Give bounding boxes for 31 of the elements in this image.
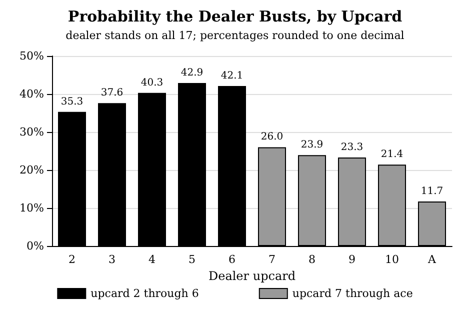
data-label: 21.4 [380, 149, 404, 160]
chart-subtitle: dealer stands on all 17; percentages rounded to one decimal [66, 29, 405, 42]
data-label: 37.6 [100, 88, 124, 99]
y-tick-label: 0% [26, 240, 44, 252]
x-tick-label: 5 [188, 253, 196, 266]
x-tick-label: 8 [308, 253, 316, 266]
data-label: 40.3 [140, 77, 164, 88]
x-tick-label: 10 [385, 253, 399, 266]
data-label: 42.9 [180, 67, 204, 78]
legend-label: upcard 2 through 6 [90, 287, 199, 300]
chart-title: Probability the Dealer Busts, by Upcard [68, 8, 403, 26]
legend-label: upcard 7 through ace [292, 287, 413, 300]
data-label: 35.3 [60, 96, 84, 108]
data-label: 23.3 [340, 142, 364, 153]
x-tick-label: 7 [268, 253, 276, 266]
data-label: 23.9 [300, 140, 324, 151]
data-label: 42.1 [220, 70, 244, 82]
data-label: 26.0 [260, 132, 284, 143]
x-tick-label: A [427, 253, 438, 266]
y-tick-label: 40% [20, 88, 44, 100]
x-axis-title: Dealer upcard [208, 269, 296, 283]
x-tick-label: 9 [348, 253, 356, 266]
x-tick-label: 3 [108, 253, 116, 266]
x-tick-label: 2 [68, 253, 76, 266]
y-tick-label: 20% [20, 164, 44, 176]
y-tick-label: 30% [20, 126, 44, 138]
y-tick-label: 50% [20, 50, 44, 62]
x-tick-label: 4 [148, 253, 156, 266]
data-label: 11.7 [420, 186, 444, 198]
x-tick-label: 6 [228, 253, 236, 266]
y-tick-label: 10% [20, 202, 44, 214]
